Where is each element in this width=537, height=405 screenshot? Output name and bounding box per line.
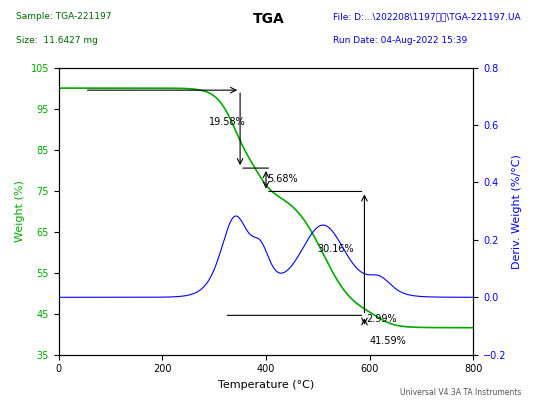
Text: 5.68%: 5.68% [267,175,297,184]
Text: File: D:...\202208\1197安件\TGA-221197.UA: File: D:...\202208\1197安件\TGA-221197.UA [333,12,520,21]
Text: 19.58%: 19.58% [209,117,246,127]
Text: 2.99%: 2.99% [366,314,397,324]
Y-axis label: Deriv. Weight (%/°C): Deriv. Weight (%/°C) [512,154,522,269]
X-axis label: Temperature (°C): Temperature (°C) [218,380,314,390]
Text: 41.59%: 41.59% [369,337,407,346]
Text: Sample: TGA-221197: Sample: TGA-221197 [16,12,112,21]
Text: TGA: TGA [252,12,285,26]
Text: Universal V4.3A TA Instruments: Universal V4.3A TA Instruments [400,388,521,397]
Text: 30.16%: 30.16% [318,244,354,254]
Text: Size:  11.6427 mg: Size: 11.6427 mg [16,36,98,45]
Y-axis label: Weight (%): Weight (%) [15,180,25,242]
Text: Run Date: 04-Aug-2022 15:39: Run Date: 04-Aug-2022 15:39 [333,36,467,45]
